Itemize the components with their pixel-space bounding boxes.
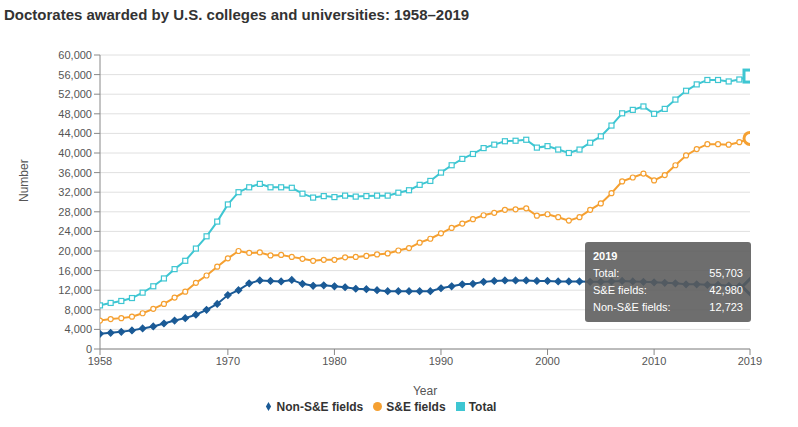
svg-text:1990: 1990 xyxy=(429,355,453,367)
svg-text:12,000: 12,000 xyxy=(58,284,92,296)
html-text:Non-S&E fields: Non-S&E fields xyxy=(276,400,364,414)
html-text:S&E fields:: S&E fields: xyxy=(593,284,647,296)
html-text:2019: 2019 xyxy=(593,250,618,262)
svg-text:16,000: 16,000 xyxy=(58,265,92,277)
svg-text:20,000: 20,000 xyxy=(58,245,92,257)
svg-text:2019: 2019 xyxy=(738,355,762,367)
svg-text:8,000: 8,000 xyxy=(64,304,92,316)
svg-text:4,000: 4,000 xyxy=(64,323,92,335)
svg-text:Year: Year xyxy=(413,384,437,398)
svg-text:1970: 1970 xyxy=(216,355,240,367)
svg-text:Number: Number xyxy=(17,159,31,202)
html-text:Doctorates awarded by U.S. col: Doctorates awarded by U.S. colleges and … xyxy=(4,6,470,23)
svg-text:44,000: 44,000 xyxy=(58,127,92,139)
svg-text:60,000: 60,000 xyxy=(58,49,92,61)
html-text:Non-S&E fields:: Non-S&E fields: xyxy=(593,301,671,313)
svg-text:1980: 1980 xyxy=(322,355,346,367)
svg-text:32,000: 32,000 xyxy=(58,186,92,198)
html-text:42,980: 42,980 xyxy=(709,284,743,296)
svg-text:2010: 2010 xyxy=(642,355,666,367)
svg-text:56,000: 56,000 xyxy=(58,69,92,81)
html-text:55,703: 55,703 xyxy=(709,267,743,279)
svg-text:1958: 1958 xyxy=(88,355,112,367)
svg-text:0: 0 xyxy=(86,343,92,355)
svg-text:52,000: 52,000 xyxy=(58,88,92,100)
html-text:12,723: 12,723 xyxy=(709,301,743,313)
svg-text:24,000: 24,000 xyxy=(58,225,92,237)
svg-text:48,000: 48,000 xyxy=(58,108,92,120)
svg-text:40,000: 40,000 xyxy=(58,147,92,159)
svg-text:36,000: 36,000 xyxy=(58,167,92,179)
svg-text:2000: 2000 xyxy=(535,355,559,367)
html-text:Total: Total xyxy=(468,400,497,414)
svg-text:28,000: 28,000 xyxy=(58,206,92,218)
html-text:S&E fields: S&E fields xyxy=(386,400,446,414)
html-text:Total:: Total: xyxy=(593,267,620,279)
